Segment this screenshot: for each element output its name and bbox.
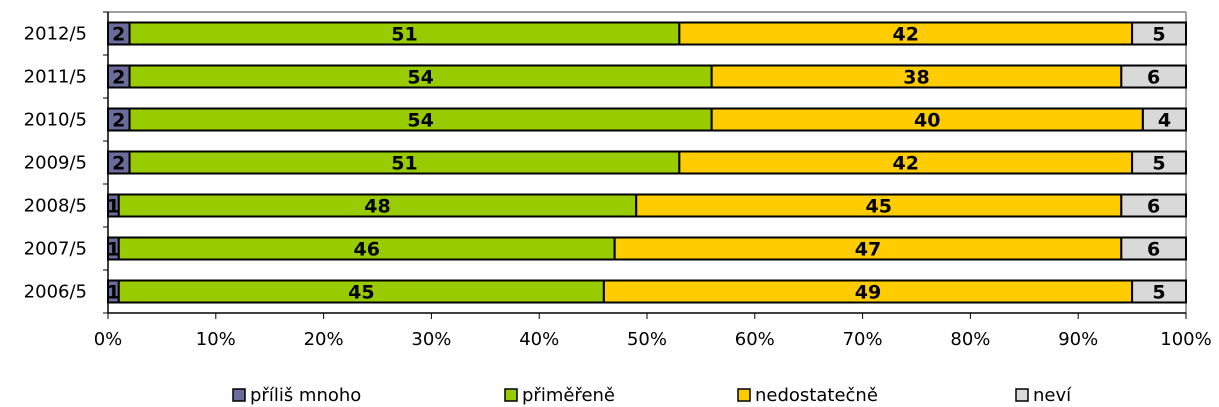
data-label: 1 [107,239,120,261]
legend-swatch [232,388,246,402]
data-label: 5 [1152,282,1165,304]
data-label: 47 [855,239,881,261]
data-label: 42 [892,24,918,46]
data-label: 45 [866,196,892,218]
data-label: 51 [391,153,417,175]
category-labels: 2012/5 2011/5 2010/5 2009/5 2008/5 2007/5 2006… [24,11,108,314]
legend: příliš mnoho přiměřeně nedostatečně neví [232,385,1072,406]
category-label: 2011/5 [24,67,87,88]
data-label: 2 [112,153,125,175]
x-tick-label: 40% [519,329,559,350]
data-label: 5 [1152,24,1165,46]
data-label: 49 [855,282,881,304]
data-label: 4 [1158,110,1171,132]
bars-layer: 2 51 42 52 54 38 62 54 40 42 51 42 51 48 45 61 46 47 61 45 4… [107,21,1188,304]
legend-label: příliš mnoho [250,385,361,406]
bar-segment [1131,21,1187,46]
x-tick-label: 0% [94,329,123,350]
data-label: 42 [892,153,918,175]
legend-swatch [1015,388,1029,402]
bar-segment [1120,193,1187,218]
x-tick-label: 100% [1160,329,1211,350]
x-tick-label: 80% [950,329,990,350]
data-label: 6 [1147,196,1160,218]
x-tick-label: 90% [1058,329,1098,350]
category-label: 2009/5 [24,153,87,174]
data-label: 6 [1147,67,1160,89]
x-axis: 0% 10% 20% 30% 40% 50% 60% 70% 80% 90% 100% [94,12,1212,350]
data-label: 40 [914,110,940,132]
data-label: 45 [348,282,374,304]
data-label: 5 [1152,153,1165,175]
legend-swatch [504,388,518,402]
legend-label: nedostatečně [755,385,878,406]
bar-segment [1120,236,1187,261]
x-tick-label: 20% [304,329,344,350]
legend-label: přiměřeně [522,385,615,406]
category-label: 2007/5 [24,239,87,260]
x-tick-label: 30% [411,329,451,350]
data-label: 48 [364,196,390,218]
data-label: 2 [112,67,125,89]
bar-segment [1131,150,1187,175]
x-tick-label: 70% [843,329,883,350]
x-tick-label: 10% [196,329,236,350]
category-label: 2012/5 [24,24,87,45]
data-label: 54 [407,110,433,132]
legend-label: neví [1033,385,1072,406]
data-label: 1 [107,196,120,218]
data-label: 46 [353,239,379,261]
bar-segment [1120,64,1187,89]
data-label: 51 [391,24,417,46]
data-label: 6 [1147,239,1160,261]
legend-swatch [737,388,751,402]
data-label: 1 [107,282,120,304]
x-tick-label: 50% [627,329,667,350]
category-label: 2008/5 [24,196,87,217]
category-label: 2006/5 [24,282,87,303]
bar-segment [1141,107,1188,132]
data-label: 38 [903,67,929,89]
category-label: 2010/5 [24,110,87,131]
x-tick-label: 60% [735,329,775,350]
data-label: 2 [112,110,125,132]
data-label: 54 [407,67,433,89]
bar-segment [1131,279,1187,304]
data-label: 2 [112,24,125,46]
